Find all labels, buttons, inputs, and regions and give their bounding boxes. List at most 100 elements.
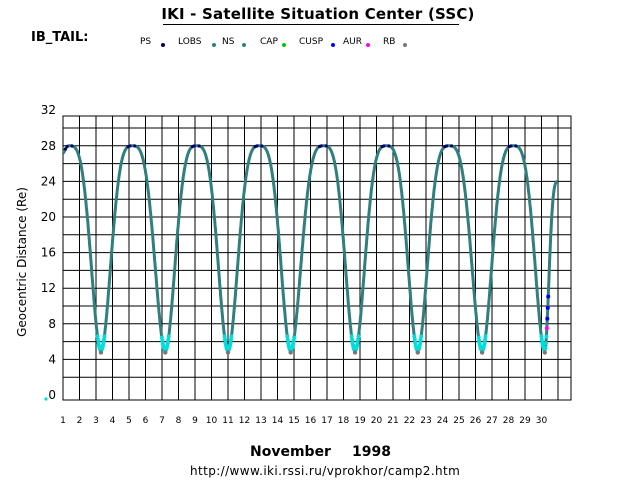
- x-tick-16: 16: [305, 416, 317, 426]
- region-point: [418, 337, 423, 342]
- legend-swatch-extra: [403, 43, 407, 47]
- ps-point: [382, 144, 386, 148]
- x-tick-30: 30: [536, 416, 548, 426]
- region-point: [286, 340, 291, 345]
- region-point: [413, 340, 418, 345]
- region-point: [539, 334, 544, 339]
- x-tick-6: 6: [143, 416, 149, 426]
- x-tick-18: 18: [338, 416, 350, 426]
- x-tick-20: 20: [371, 416, 383, 426]
- apogee-marks-4: [253, 144, 264, 149]
- region-point: [419, 334, 424, 339]
- legend-swatch-ps: [161, 43, 165, 47]
- x-tick-29: 29: [519, 416, 531, 426]
- x-tick-28: 28: [503, 416, 515, 426]
- region-label: IB_TAIL:: [31, 30, 89, 45]
- region-point: [483, 337, 488, 342]
- region-point: [543, 345, 548, 350]
- perigee-point: [542, 350, 547, 355]
- ps-point: [509, 144, 513, 148]
- y-tick-8: 8: [48, 317, 56, 331]
- ps-point: [449, 144, 454, 148]
- region-point: [96, 340, 101, 345]
- region-point: [544, 334, 549, 339]
- series-marks: [44, 144, 560, 401]
- ps-point: [192, 144, 196, 148]
- ps-point: [514, 144, 518, 148]
- ps-point: [197, 144, 201, 148]
- x-tick-11: 11: [222, 416, 233, 426]
- title-underline: [163, 24, 459, 25]
- legend-swatch-ns: [242, 43, 246, 47]
- region-point: [101, 337, 106, 342]
- plot-frame: [62, 115, 572, 401]
- region-point: [166, 337, 171, 342]
- perigee-point: [163, 350, 168, 355]
- region-point: [285, 334, 290, 339]
- region-point: [476, 335, 481, 340]
- legend-label-cap: CAP: [260, 37, 278, 47]
- ps-point: [324, 144, 328, 148]
- region-point: [166, 334, 171, 339]
- ps-point: [445, 144, 449, 148]
- region-point: [482, 340, 487, 345]
- ps-point: [133, 144, 137, 148]
- region-point: [285, 337, 290, 342]
- x-tick-labels: 1 2 3 4 5 6 7 8 9 10 11 12 13 14 15 16 17 18 19 20 21 22 23 24 2…: [60, 416, 547, 426]
- region-point: [228, 340, 233, 345]
- region-point: [102, 334, 107, 339]
- y-tick-28: 28: [41, 139, 56, 153]
- region-point: [223, 340, 228, 345]
- x-tick-9: 9: [192, 416, 198, 426]
- region-point: [545, 316, 550, 321]
- legend-label-aur: AUR: [343, 37, 362, 47]
- ps-point: [70, 144, 74, 148]
- x-tick-17: 17: [321, 416, 332, 426]
- ps-point: [128, 144, 132, 148]
- region-point: [356, 337, 361, 342]
- perigee-point: [352, 350, 358, 355]
- chart-title: IKI - Satellite Situation Center (SSC): [161, 5, 475, 23]
- ps-point: [63, 147, 68, 151]
- legend-label-ns: NS: [222, 37, 235, 47]
- x-tick-13: 13: [255, 416, 266, 426]
- x-axis-year: 1998: [352, 444, 391, 460]
- x-tick-23: 23: [420, 416, 431, 426]
- perigee-marks-1: [95, 334, 107, 355]
- region-point: [349, 334, 354, 339]
- perigee-marks-4: [285, 334, 297, 355]
- legend-label-cusp: CUSP: [299, 37, 324, 47]
- apogee-marks-3: [190, 144, 201, 149]
- grid: [62, 115, 572, 401]
- y-tick-24: 24: [41, 174, 56, 188]
- ps-point: [255, 144, 259, 148]
- source-url[interactable]: http://www.iki.rssi.ru/vprokhor/camp2.ht…: [190, 464, 461, 478]
- ps-point: [65, 144, 69, 149]
- x-tick-5: 5: [126, 416, 132, 426]
- x-tick-12: 12: [239, 416, 250, 426]
- legend-swatch-cap: [282, 43, 286, 47]
- origin-point: [44, 397, 48, 401]
- x-tick-25: 25: [453, 416, 464, 426]
- x-tick-8: 8: [176, 416, 182, 426]
- apogee-marks-7: [443, 144, 454, 149]
- region-point: [477, 338, 482, 343]
- perigee-point: [288, 350, 293, 355]
- perigee-marks-6: [412, 334, 424, 355]
- y-tick-16: 16: [41, 246, 56, 260]
- region-point: [160, 338, 165, 343]
- x-tick-3: 3: [93, 416, 99, 426]
- perigee-marks-5: [349, 334, 361, 355]
- region-point: [292, 335, 297, 340]
- apogee-marks-8: [507, 144, 518, 149]
- x-tick-21: 21: [387, 416, 398, 426]
- region-point: [412, 334, 417, 339]
- region-point: [159, 335, 164, 340]
- ps-point: [260, 144, 264, 148]
- region-point: [95, 334, 100, 339]
- region-point: [483, 334, 488, 339]
- perigee-point: [98, 350, 104, 355]
- y-tick-32: 32: [41, 103, 56, 117]
- x-tick-10: 10: [206, 416, 218, 426]
